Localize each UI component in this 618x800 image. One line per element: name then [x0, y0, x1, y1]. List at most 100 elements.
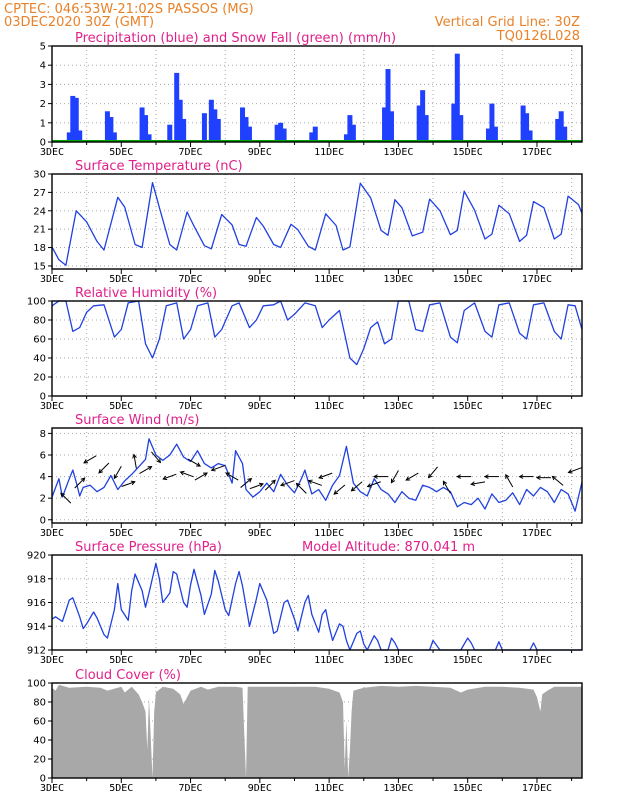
x-tick-label: 3DEC — [40, 655, 64, 666]
y-tick-label: 80 — [33, 316, 46, 327]
wind-arrow — [113, 465, 122, 480]
precip-bar — [492, 126, 498, 142]
pressure-chart: 912 914 916 918 920 3DEC 5DEC 7DEC 9DEC 11DEC 13DE… — [27, 540, 583, 666]
pressure-title: Surface Pressure (hPa) — [75, 540, 222, 555]
cloud-area — [52, 684, 582, 778]
x-tick-label: 3DEC — [40, 401, 64, 412]
y-tick-label: 5 — [40, 42, 46, 53]
x-tick-label: 13DEC — [383, 274, 413, 285]
precip-bar — [309, 132, 315, 142]
precip-bar — [520, 105, 526, 142]
precip-bar — [139, 107, 145, 142]
temp-title: Surface Temperature (nC) — [75, 159, 243, 174]
x-tick-label: 9DEC — [248, 655, 272, 666]
precip-bar — [243, 117, 249, 142]
precip-bar — [146, 134, 152, 142]
x-tick-label: 3DEC — [40, 783, 64, 794]
wind-arrow — [60, 492, 72, 504]
x-tick-label: 17DEC — [522, 274, 552, 285]
wind-arrow — [318, 472, 333, 479]
precip-bar — [167, 124, 173, 142]
wind-arrow — [518, 474, 534, 479]
wind-arrow — [373, 474, 389, 479]
wind-arrow — [132, 453, 137, 469]
wind-frame — [51, 427, 583, 524]
precip-bar — [562, 126, 568, 142]
x-tick-label: 15DEC — [453, 783, 483, 794]
x-tick-label: 7DEC — [179, 528, 203, 539]
precip-bar — [108, 117, 114, 142]
x-tick-label: 17DEC — [522, 147, 552, 158]
precip-bar — [201, 113, 207, 142]
precip-bar — [350, 124, 356, 142]
y-tick-label: 912 — [27, 646, 46, 657]
wind-arrow — [307, 479, 323, 486]
wind-arrow — [83, 455, 97, 464]
precip-bar — [524, 113, 530, 142]
wind-arrow — [505, 473, 514, 488]
y-tick-label: 914 — [27, 622, 46, 633]
wind-arrow — [551, 475, 564, 486]
y-tick-label: 2 — [40, 99, 46, 110]
wind-arrow — [442, 480, 451, 494]
x-tick-label: 17DEC — [522, 655, 552, 666]
precip-bar — [281, 128, 287, 142]
wind-arrow — [350, 481, 363, 492]
y-tick-label: 80 — [33, 698, 46, 709]
precip-bar — [246, 126, 252, 142]
x-tick-label: 7DEC — [179, 655, 203, 666]
panels: 0 1 2 3 4 5 3DEC 5DEC 7DEC 9DEC 11DEC 13DEC 15DEC 17D… — [27, 31, 583, 794]
x-tick-label: 3DEC — [40, 147, 64, 158]
x-tick-label: 5DEC — [109, 783, 133, 794]
y-tick-label: 6 — [40, 450, 46, 461]
y-tick-label: 18 — [33, 243, 46, 254]
wind-arrow — [151, 451, 162, 464]
precip-bar — [423, 115, 429, 142]
x-tick-label: 15DEC — [453, 274, 483, 285]
header-station: CPTEC: 046:53W-21:02S PASSOS (MG) — [4, 2, 254, 17]
y-tick-label: 0 — [40, 515, 46, 526]
x-tick-label: 7DEC — [179, 401, 203, 412]
x-tick-label: 11DEC — [314, 147, 344, 158]
y-tick-label: 100 — [27, 679, 46, 690]
y-tick-label: 0 — [40, 392, 46, 403]
wind-arrow — [264, 479, 276, 491]
wind-arrow — [567, 467, 582, 474]
y-tick-label: 27 — [33, 188, 46, 199]
x-tick-label: 11DEC — [314, 274, 344, 285]
precip-bar — [347, 115, 353, 142]
precip-bar — [208, 99, 214, 142]
precip-bar — [388, 111, 394, 142]
x-tick-label: 13DEC — [383, 655, 413, 666]
wind-arrow — [483, 474, 499, 479]
cloud-chart: 0 20 40 60 80 100 3DEC 5DEC 7DEC 9DEC 11DEC 13DEC 15… — [27, 668, 583, 794]
x-tick-label: 15DEC — [453, 655, 483, 666]
temp-chart: 15 18 21 24 27 30 3DEC 5DEC 7DEC 9DEC 11DEC 13DEC 15… — [33, 159, 583, 285]
precip-bar — [278, 122, 284, 142]
wind-arrow — [162, 473, 177, 481]
x-tick-label: 9DEC — [248, 147, 272, 158]
x-tick-label: 5DEC — [109, 401, 133, 412]
y-tick-label: 0 — [40, 138, 46, 149]
precip-bar — [66, 132, 72, 142]
wind-arrow — [470, 481, 486, 487]
wind-arrow — [194, 472, 208, 481]
x-tick-label: 7DEC — [179, 783, 203, 794]
precip-bar — [382, 107, 388, 142]
precip-bar — [489, 103, 495, 142]
wind-chart: 0 2 4 6 8 3DEC 5DEC 7DEC 9DEC 11DEC 13DEC 15DEC 17DE… — [40, 413, 583, 539]
x-tick-label: 5DEC — [109, 528, 133, 539]
precip-frame — [51, 45, 583, 143]
y-tick-label: 30 — [33, 170, 46, 181]
pressure-line — [51, 562, 582, 651]
precip-bar — [555, 118, 561, 142]
temp-line — [51, 181, 583, 266]
wind-arrow — [74, 477, 86, 489]
precip-chart: 0 1 2 3 4 5 3DEC 5DEC 7DEC 9DEC 11DEC 13DEC 15DEC 17D… — [40, 31, 583, 158]
y-tick-label: 60 — [33, 717, 46, 728]
wind-arrow — [333, 484, 346, 495]
y-tick-label: 21 — [33, 225, 46, 236]
precip-bar — [312, 126, 318, 142]
x-tick-label: 5DEC — [109, 147, 133, 158]
